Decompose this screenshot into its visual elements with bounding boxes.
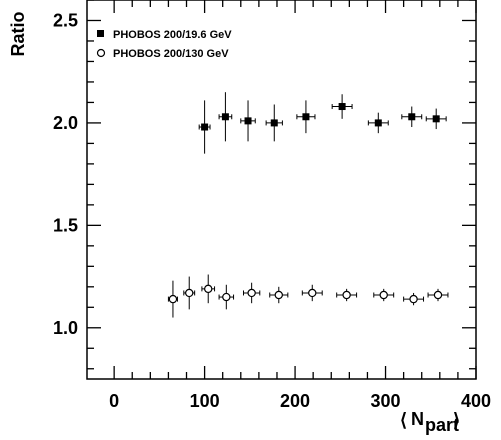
marker-filled-square [221, 113, 229, 121]
legend: PHOBOS 200/19.6 GeV PHOBOS 200/130 GeV [96, 29, 232, 60]
legend-label-series-1: PHOBOS 200/19.6 GeV [113, 29, 232, 41]
data-point [167, 280, 178, 318]
svg-text:⟩: ⟩ [453, 410, 460, 430]
data-point [296, 100, 316, 134]
data-point [425, 108, 447, 130]
y-tick-label: 1.5 [53, 215, 78, 235]
marker-filled-square [432, 115, 440, 123]
marker-filled-square [201, 123, 209, 131]
x-axis-title: ⟨ N part ⟩ [400, 409, 460, 435]
marker-open-circle [308, 288, 317, 298]
marker-open-circle [168, 294, 178, 304]
data-point [243, 282, 261, 304]
data-point [240, 100, 256, 142]
marker-open-circle [222, 292, 231, 302]
series-2 [167, 274, 449, 318]
x-tick-label: 300 [371, 391, 401, 411]
axis-ticks [87, 0, 477, 379]
x-tick-label: 100 [190, 391, 220, 411]
data-point [218, 284, 235, 310]
y-axis-title: Ratio [8, 11, 28, 56]
legend-marker-open-circle [96, 48, 106, 58]
marker-open-circle [247, 288, 256, 298]
x-tick-label: 0 [109, 391, 119, 411]
axis-tick-labels: 0 100 200 300 400 1.0 1.5 2.0 2.5 [53, 10, 491, 411]
data-point [367, 112, 389, 134]
data-point [265, 104, 283, 142]
marker-open-circle [204, 284, 213, 294]
series-1 [198, 92, 447, 154]
legend-label-series-2: PHOBOS 200/130 GeV [113, 48, 229, 60]
y-tick-label: 1.0 [53, 318, 78, 338]
y-tick-label: 2.5 [53, 10, 78, 30]
data-point [427, 288, 449, 302]
data-point [401, 106, 423, 128]
x-tick-label: 200 [280, 391, 310, 411]
data-point [403, 292, 425, 306]
legend-marker-filled-square [97, 30, 104, 37]
data-point [198, 100, 211, 154]
marker-open-circle [409, 294, 418, 304]
marker-filled-square [270, 119, 278, 127]
marker-filled-square [374, 119, 382, 127]
marker-filled-square [244, 117, 252, 125]
plot-frame [86, 0, 477, 380]
marker-open-circle [185, 288, 194, 298]
data-point [269, 286, 289, 304]
marker-filled-square [408, 113, 416, 121]
data-point [218, 92, 233, 142]
data-point [201, 274, 216, 304]
data-point [183, 276, 196, 310]
marker-filled-square [338, 103, 346, 111]
svg-text:⟨: ⟨ [400, 410, 407, 430]
y-tick-label: 2.0 [53, 113, 78, 133]
data-point [331, 94, 353, 119]
marker-open-circle [274, 290, 283, 300]
marker-open-circle [379, 290, 388, 300]
marker-open-circle [433, 290, 443, 300]
x-axis-title-main: N [411, 409, 424, 429]
x-axis-title-subscript: part [425, 415, 459, 435]
marker-open-circle [342, 290, 351, 300]
x-tick-label: 400 [461, 391, 491, 411]
data-point [336, 288, 358, 302]
data-marks [167, 92, 449, 318]
data-point [301, 284, 323, 302]
data-point [373, 288, 395, 302]
marker-filled-square [302, 113, 310, 121]
